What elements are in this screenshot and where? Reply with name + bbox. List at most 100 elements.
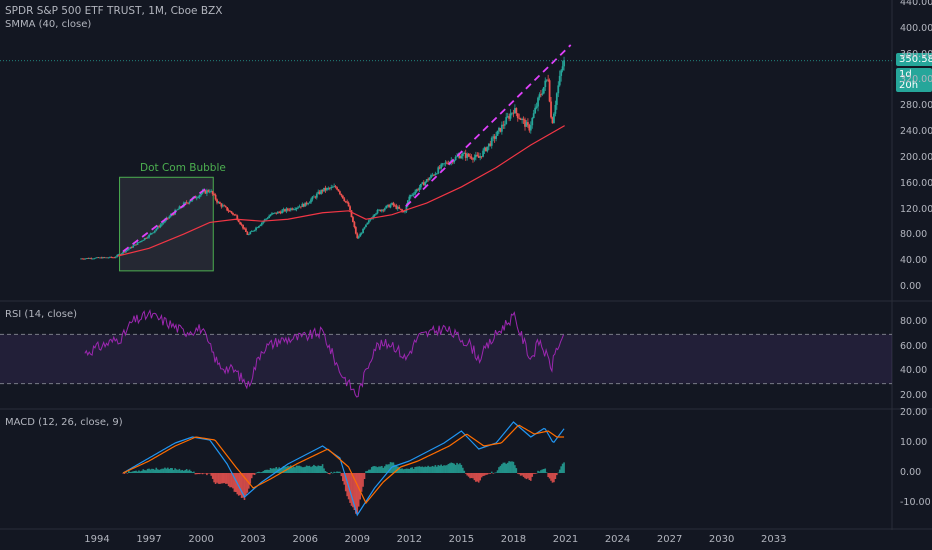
candle-body xyxy=(541,93,544,95)
candle-body xyxy=(328,187,331,189)
macd-histogram-bar xyxy=(440,464,442,473)
rsi-axis-tick: 40.00 xyxy=(900,365,928,377)
macd-histogram-bar xyxy=(272,468,275,473)
candle-body xyxy=(349,206,351,211)
candle-body xyxy=(472,158,474,160)
candle-body xyxy=(376,210,379,214)
candle-body xyxy=(408,196,411,201)
candle-body xyxy=(477,155,480,158)
candle-body xyxy=(548,80,551,102)
candle-body xyxy=(85,258,88,259)
macd-histogram-bar xyxy=(512,461,515,473)
candle-body xyxy=(362,228,364,234)
candle-body xyxy=(168,216,171,219)
candle-body xyxy=(294,209,297,210)
candle-body xyxy=(83,258,85,260)
macd-histogram-bar xyxy=(375,466,377,473)
candle-body xyxy=(525,122,528,127)
candle-body xyxy=(469,156,471,158)
macd-histogram-bar xyxy=(524,473,526,479)
candle-body xyxy=(81,258,84,260)
candle-body xyxy=(551,117,554,124)
candle-body xyxy=(80,258,82,260)
macd-histogram-bar xyxy=(437,465,440,473)
candle-body xyxy=(129,247,132,249)
candle-body xyxy=(140,240,143,242)
time-axis-tick: 2027 xyxy=(656,534,683,545)
candle-body xyxy=(554,104,557,114)
candle-body xyxy=(207,190,210,192)
time-axis-tick: 2024 xyxy=(604,534,631,545)
candle-body xyxy=(557,85,560,94)
macd-histogram-bar xyxy=(456,462,458,473)
candle-body xyxy=(269,214,272,217)
candle-body xyxy=(343,198,346,201)
macd-histogram-bar xyxy=(256,472,259,473)
candle-body xyxy=(307,203,310,205)
macd-histogram-bar xyxy=(326,472,328,473)
candle-body xyxy=(159,224,162,227)
macd-histogram-bar xyxy=(370,467,373,473)
candle-body xyxy=(401,209,404,212)
macd-histogram-bar xyxy=(294,467,296,473)
macd-histogram-bar xyxy=(414,467,416,473)
macd-histogram-bar xyxy=(503,462,506,473)
candle-body xyxy=(512,112,515,114)
macd-histogram-bar xyxy=(496,470,499,473)
macd-histogram-bar xyxy=(541,469,544,473)
macd-histogram-bar xyxy=(138,470,140,473)
rsi-band xyxy=(0,334,892,384)
candle-body xyxy=(236,215,239,220)
candle-body xyxy=(356,233,359,239)
candle-body xyxy=(395,205,398,209)
price-axis-tick: 0.00 xyxy=(900,281,922,292)
macd-histogram-bar xyxy=(451,462,454,473)
macd-histogram-bar xyxy=(422,467,425,473)
candle-body xyxy=(446,162,448,164)
candle-body xyxy=(513,108,516,114)
candle-body xyxy=(97,257,100,259)
macd-histogram-bar xyxy=(404,468,406,473)
macd-histogram-bar xyxy=(531,473,534,477)
candle-body xyxy=(516,113,519,118)
macd-histogram-bar xyxy=(318,465,321,473)
candle-body xyxy=(476,154,479,156)
macd-histogram-bar xyxy=(515,468,518,473)
macd-histogram-bar xyxy=(485,473,487,475)
macd-histogram-bar xyxy=(488,473,490,474)
candle-body xyxy=(327,187,330,189)
macd-histogram-bar xyxy=(177,469,179,473)
candle-body xyxy=(255,227,257,231)
macd-histogram-bar xyxy=(252,473,254,475)
candle-body xyxy=(418,187,421,191)
candle-body xyxy=(178,206,181,210)
macd-histogram-bar xyxy=(543,469,545,473)
macd-histogram-bar xyxy=(501,464,503,473)
macd-histogram-bar xyxy=(185,469,188,473)
macd-histogram-bar xyxy=(499,465,502,473)
candle-body xyxy=(310,199,312,203)
candle-body xyxy=(354,227,357,234)
macd-histogram-bar xyxy=(304,466,307,473)
macd-histogram-bar xyxy=(197,473,200,475)
candle-body xyxy=(428,177,431,181)
macd-histogram-bar xyxy=(556,473,558,476)
candle-body xyxy=(240,224,243,225)
macd-histogram-bar xyxy=(324,471,327,473)
smma-label: SMMA (40, close) xyxy=(5,19,92,30)
macd-histogram-bar xyxy=(535,473,538,474)
candle-body xyxy=(330,187,333,189)
candle-body xyxy=(247,234,250,235)
candle-body xyxy=(357,236,360,239)
price-axis-tick: 160.00 xyxy=(900,177,932,189)
macd-histogram-bar xyxy=(207,473,210,474)
candle-body xyxy=(485,147,487,152)
candle-body xyxy=(524,119,526,127)
macd-histogram-bar xyxy=(333,471,335,473)
macd-histogram-bar xyxy=(379,466,382,473)
candle-body xyxy=(498,127,500,131)
candle-body xyxy=(281,210,283,214)
macd-histogram-bar xyxy=(398,467,401,473)
macd-histogram-bar xyxy=(194,473,197,475)
